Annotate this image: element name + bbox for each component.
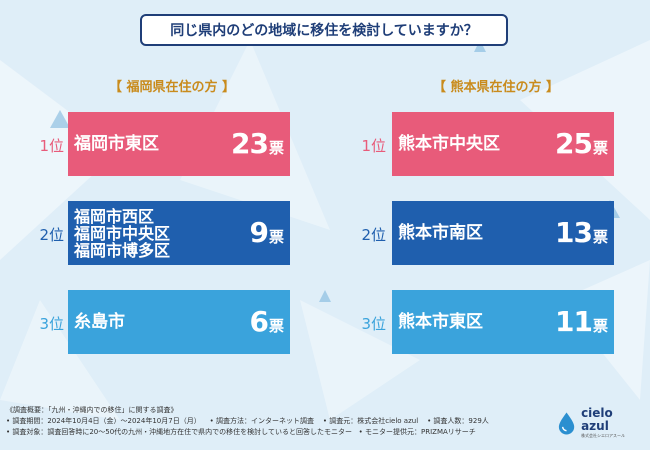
company-logo: cielo azul 株式会社シエロアスール [556, 406, 642, 438]
area-name: 福岡市博多区 [74, 240, 171, 260]
rank-label: 3位 [39, 314, 64, 333]
area-name: 熊本市中央区 [398, 133, 500, 154]
vote-unit: 票 [592, 139, 608, 157]
area-name: 福岡市西区 [74, 206, 155, 226]
vote-unit: 票 [268, 228, 284, 246]
ranking-bar: 熊本市南区 13 票 [392, 201, 614, 265]
footer-method: • 調査方法：インターネット調査 [209, 417, 314, 425]
vote-unit: 票 [268, 139, 284, 157]
ranking-bar: 熊本市東区 11 票 [392, 290, 614, 354]
vote-unit: 票 [268, 317, 284, 335]
rank-label: 3位 [361, 314, 386, 333]
survey-footer: 《調査概要：「九州・沖縄内での移住」に関する調査》 • 調査期間：2024年10… [6, 405, 546, 438]
logo-subtitle: 株式会社シエロアスール [581, 433, 626, 438]
vote-count: 6 [249, 305, 270, 338]
footer-line: • 調査期間：2024年10月4日（金）～2024年10月7日（月） • 調査方… [6, 416, 546, 427]
area-name: 糸島市 [74, 311, 125, 332]
footer-line: 《調査概要：「九州・沖縄内での移住」に関する調査》 [6, 406, 178, 414]
area-name: 熊本市東区 [398, 311, 483, 332]
vote-count: 25 [555, 127, 593, 160]
logo-name: cielo azul [581, 406, 613, 433]
footer-provider: • モニター提供元：PRIZMAリサーチ [358, 428, 476, 436]
vote-unit: 票 [592, 317, 608, 335]
footer-source: • 調査元：株式会社cielo azul [322, 417, 419, 425]
vote-count: 13 [555, 216, 593, 249]
ranking-bar: 熊本市中央区 25 票 [392, 112, 614, 176]
fukuoka-heading: 【 福岡県在住の方 】 [108, 79, 236, 95]
footer-count: • 調査人数：929人 [427, 417, 489, 425]
vote-count: 9 [249, 216, 270, 249]
vote-count: 11 [555, 305, 593, 338]
area-name: 熊本市南区 [398, 222, 483, 243]
footer-period: • 調査期間：2024年10月4日（金）～2024年10月7日（月） [6, 417, 201, 425]
ranking-bar: 福岡市東区 23 票 [68, 112, 290, 176]
footer-target: • 調査対象：調査回答時に20～50代の九州・沖縄地方在住で県内での移住を検討し… [6, 428, 352, 436]
survey-question: 同じ県内のどの地域に移住を検討していますか？ [140, 14, 508, 46]
rank-label: 1位 [361, 136, 386, 155]
kumamoto-heading: 【 熊本県在住の方 】 [432, 79, 560, 95]
rank-label: 2位 [361, 225, 386, 244]
area-name: 福岡市中央区 [74, 223, 171, 243]
area-name: 福岡市東区 [74, 133, 159, 154]
vote-count: 23 [231, 127, 269, 160]
water-drop-icon [558, 412, 575, 435]
footer-line: • 調査対象：調査回答時に20～50代の九州・沖縄地方在住で県内での移住を検討し… [6, 427, 546, 438]
vote-unit: 票 [592, 228, 608, 246]
rank-label: 2位 [39, 225, 64, 244]
rank-label: 1位 [39, 136, 64, 155]
